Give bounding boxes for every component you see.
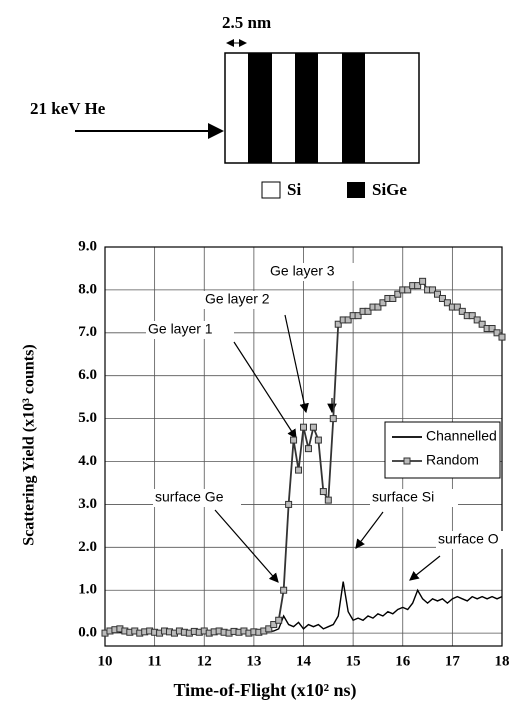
x-tick-label: 15 xyxy=(346,653,361,669)
y-tick-label: 5.0 xyxy=(78,410,97,426)
sige-layer xyxy=(295,53,318,163)
annotation: Ge layer 2 xyxy=(205,291,270,307)
beam-label: 21 keV He xyxy=(30,99,106,118)
sample-diagram: 2.5 nm 21 keV He Si SiGe xyxy=(30,13,420,199)
marker xyxy=(419,277,427,285)
marker xyxy=(290,436,298,444)
y-tick-label: 6.0 xyxy=(78,367,97,383)
x-tick-label: 17 xyxy=(445,653,461,669)
x-tick-label: 14 xyxy=(296,653,312,669)
annotation: Ge layer 3 xyxy=(270,263,335,279)
spacing-label: 2.5 nm xyxy=(222,13,271,32)
marker xyxy=(309,423,317,431)
marker xyxy=(374,303,382,311)
marker xyxy=(493,329,501,337)
marker xyxy=(488,325,496,333)
marker xyxy=(389,294,397,302)
marker xyxy=(429,286,437,294)
marker xyxy=(443,299,451,307)
marker xyxy=(468,312,476,320)
legend-label: Channelled xyxy=(426,428,497,444)
annotation-bg xyxy=(370,489,458,507)
marker xyxy=(394,290,402,298)
annotation-bg xyxy=(268,263,356,281)
marker xyxy=(334,320,342,328)
legend-label: SiGe xyxy=(372,180,407,199)
annotation-arrow xyxy=(233,341,297,440)
legend-swatch xyxy=(347,182,365,198)
marker xyxy=(379,299,387,307)
x-tick-label: 18 xyxy=(495,653,510,669)
x-tick-label: 12 xyxy=(197,653,212,669)
annotation: surface O xyxy=(438,531,499,547)
marker xyxy=(295,466,303,474)
y-tick-label: 3.0 xyxy=(78,496,97,512)
marker xyxy=(344,316,352,324)
y-tick-label: 0.0 xyxy=(78,625,97,641)
marker xyxy=(458,307,466,315)
annotation-bg xyxy=(153,489,241,507)
y-tick-label: 9.0 xyxy=(78,238,97,254)
annotation-arrow xyxy=(355,511,384,549)
legend-label: Random xyxy=(426,452,479,468)
annotation-bg xyxy=(146,321,234,339)
marker xyxy=(364,307,372,315)
y-tick-label: 1.0 xyxy=(78,582,97,598)
y-tick-label: 7.0 xyxy=(78,324,97,340)
x-tick-label: 16 xyxy=(395,653,411,669)
marker xyxy=(329,415,337,423)
x-axis-label: Time-of-Flight (x10² ns) xyxy=(173,680,356,701)
marker xyxy=(285,500,293,508)
annotation: Ge layer 1 xyxy=(148,321,213,337)
legend-label: Si xyxy=(287,180,301,199)
marker xyxy=(270,621,278,629)
marker xyxy=(414,282,422,290)
legend-swatch xyxy=(261,181,281,199)
x-tick-label: 13 xyxy=(246,653,261,669)
marker xyxy=(280,586,288,594)
marker xyxy=(304,445,312,453)
marker xyxy=(265,625,273,633)
x-tick-label: 11 xyxy=(148,653,162,669)
y-tick-label: 4.0 xyxy=(78,453,97,469)
y-tick-label: 2.0 xyxy=(78,539,97,555)
annotation-arrow xyxy=(284,314,309,414)
marker xyxy=(473,316,481,324)
annotation-bg xyxy=(436,531,524,549)
annotation: surface Si xyxy=(372,489,434,505)
marker xyxy=(478,320,486,328)
sige-layer xyxy=(342,53,365,163)
x-tick-label: 10 xyxy=(98,653,113,669)
annotation-arrow xyxy=(409,555,441,581)
marker xyxy=(404,286,412,294)
legend-marker xyxy=(403,457,411,465)
annotation: surface Ge xyxy=(155,489,224,505)
marker xyxy=(314,436,322,444)
marker xyxy=(438,294,446,302)
marker xyxy=(319,488,327,496)
y-axis-label: Scattering Yield (x10³ counts) xyxy=(21,344,38,545)
legend-box xyxy=(384,421,501,479)
marker xyxy=(453,303,461,311)
annotation-arrow xyxy=(214,509,279,583)
marker xyxy=(354,312,362,320)
marker xyxy=(300,423,307,431)
plot-frame xyxy=(104,246,503,647)
y-tick-label: 8.0 xyxy=(78,281,97,297)
annotation-bg xyxy=(203,291,291,309)
marker xyxy=(275,616,283,624)
marker xyxy=(498,333,506,341)
sige-layer xyxy=(248,53,272,163)
marker xyxy=(324,496,332,504)
marker xyxy=(433,290,441,298)
